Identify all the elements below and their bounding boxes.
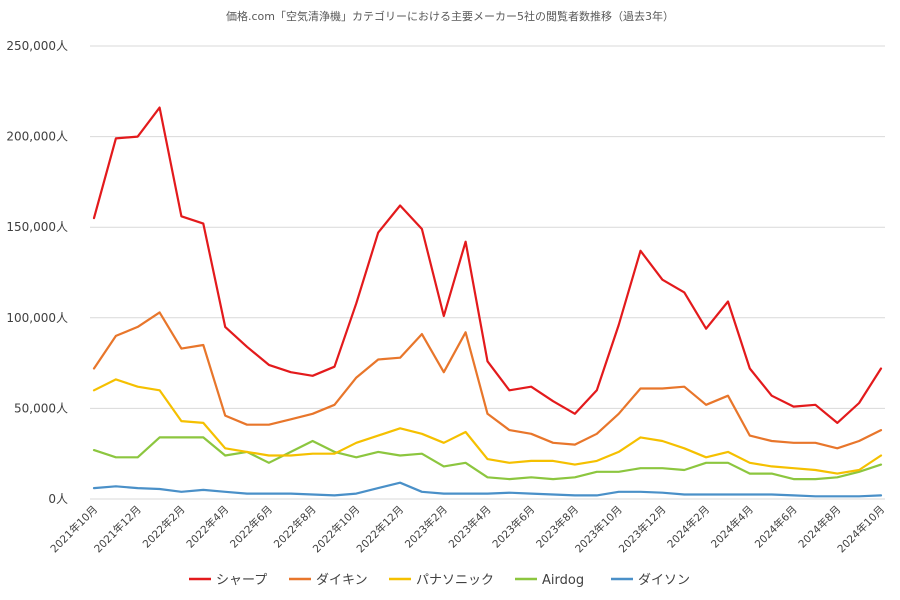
x-tick-label: 2022年6月: [227, 503, 275, 551]
x-tick-label: 2023年12月: [616, 503, 668, 555]
x-tick-label: 2024年4月: [708, 503, 756, 551]
legend: シャープ ダイキン パナソニック Airdog ダイソン: [189, 573, 690, 588]
legend-label: ダイキン: [316, 573, 368, 588]
series-line-series: [92, 106, 883, 424]
y-tick-label: 200,000人: [6, 130, 68, 144]
legend-label: パナソニック: [416, 573, 494, 588]
x-tick-label: 2022年2月: [140, 503, 188, 551]
x-tick-label: 2022年8月: [271, 503, 319, 551]
legend-label: シャープ: [216, 573, 267, 588]
y-tick-label: 250,000人: [6, 39, 68, 53]
y-tick-label: 50,000人: [14, 401, 68, 415]
x-tick-label: 2024年8月: [796, 503, 844, 551]
series-line-series: [92, 311, 883, 450]
chart-title: 価格.com「空気清浄機」カテゴリーにおける主要メーカー5社の閲覧者数推移（過去…: [226, 9, 674, 23]
series-line-series: [92, 481, 883, 498]
x-tick-label: 2023年4月: [446, 503, 494, 551]
y-tick-label: 100,000人: [6, 311, 68, 325]
x-tick-label: 2023年2月: [402, 503, 450, 551]
series-line-series: [92, 378, 883, 475]
legend-label: Airdog: [542, 573, 584, 588]
series-lines: [92, 106, 883, 498]
x-tick-label: 2024年6月: [752, 503, 800, 551]
x-tick-label: 2022年4月: [184, 503, 232, 551]
x-tick-label: 2023年6月: [490, 503, 538, 551]
y-axis-ticks: 0人 50,000人 100,000人 150,000人 200,000人 250,000…: [6, 39, 68, 506]
x-tick-label: 2023年8月: [533, 503, 581, 551]
x-axis-ticks: 2021年10月2021年12月2022年2月2022年4月2022年6月202…: [48, 503, 887, 555]
y-tick-label: 0人: [48, 492, 68, 506]
y-tick-label: 150,000人: [6, 220, 68, 234]
x-tick-label: 2021年12月: [91, 503, 143, 555]
x-tick-label: 2024年10月: [835, 503, 887, 555]
legend-label: ダイソン: [638, 573, 690, 588]
x-tick-label: 2022年12月: [354, 503, 406, 555]
series-line-airdog: [92, 436, 883, 481]
x-tick-label: 2024年2月: [665, 503, 713, 551]
